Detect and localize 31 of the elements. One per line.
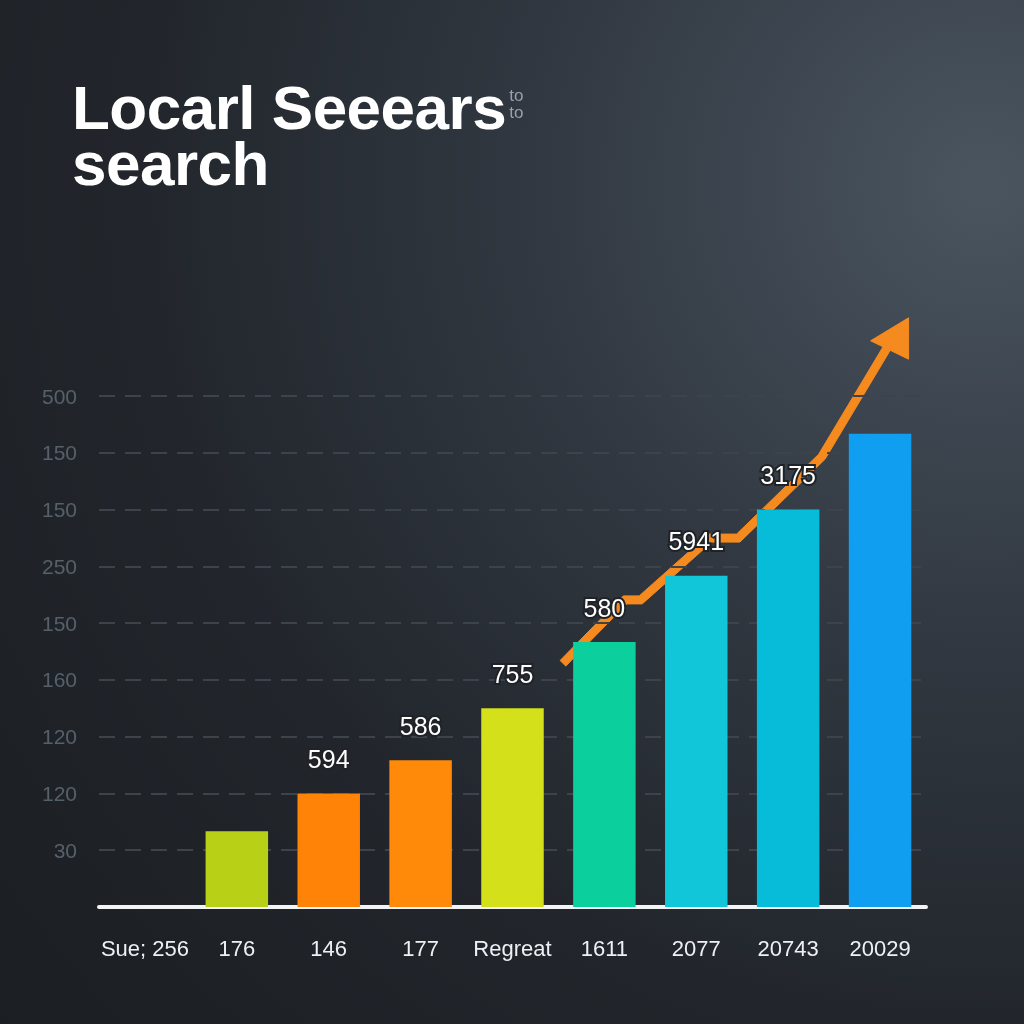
x-tick-label: 2077: [671, 935, 721, 961]
annotation: 594: [307, 744, 350, 773]
category-label: 150: [41, 498, 77, 522]
category-label: 250: [41, 554, 77, 578]
annotation: 586: [399, 711, 442, 740]
chart-title: Locarl Seeears search: [72, 73, 507, 198]
bar: [297, 793, 360, 907]
bar: [665, 575, 728, 907]
x-tick-label: 20743: [757, 935, 819, 961]
category-label: 30: [53, 838, 77, 862]
category-label: 120: [41, 781, 77, 805]
x-tick-label: Regreat: [473, 935, 552, 961]
bar: [205, 831, 269, 907]
category-label: 160: [41, 668, 77, 692]
bar: [481, 708, 544, 907]
x-tick-label: 1611: [580, 935, 629, 961]
x-tick-label: Sue; 256: [100, 935, 189, 961]
x-tick-label: 176: [218, 935, 256, 961]
bar: [573, 642, 636, 907]
category-label: 150: [41, 441, 77, 465]
x-tick-label: 146: [310, 935, 348, 961]
annotation: 755: [491, 659, 534, 688]
bar: [756, 509, 820, 907]
x-tick-label: 20029: [849, 935, 911, 961]
x-tick-label: 177: [402, 935, 439, 961]
text: to to: [509, 86, 525, 122]
bar: [848, 433, 912, 907]
category-label: 150: [41, 611, 77, 635]
category-label: 120: [41, 725, 77, 749]
category-label: 500: [41, 384, 77, 408]
bar: [389, 760, 452, 907]
